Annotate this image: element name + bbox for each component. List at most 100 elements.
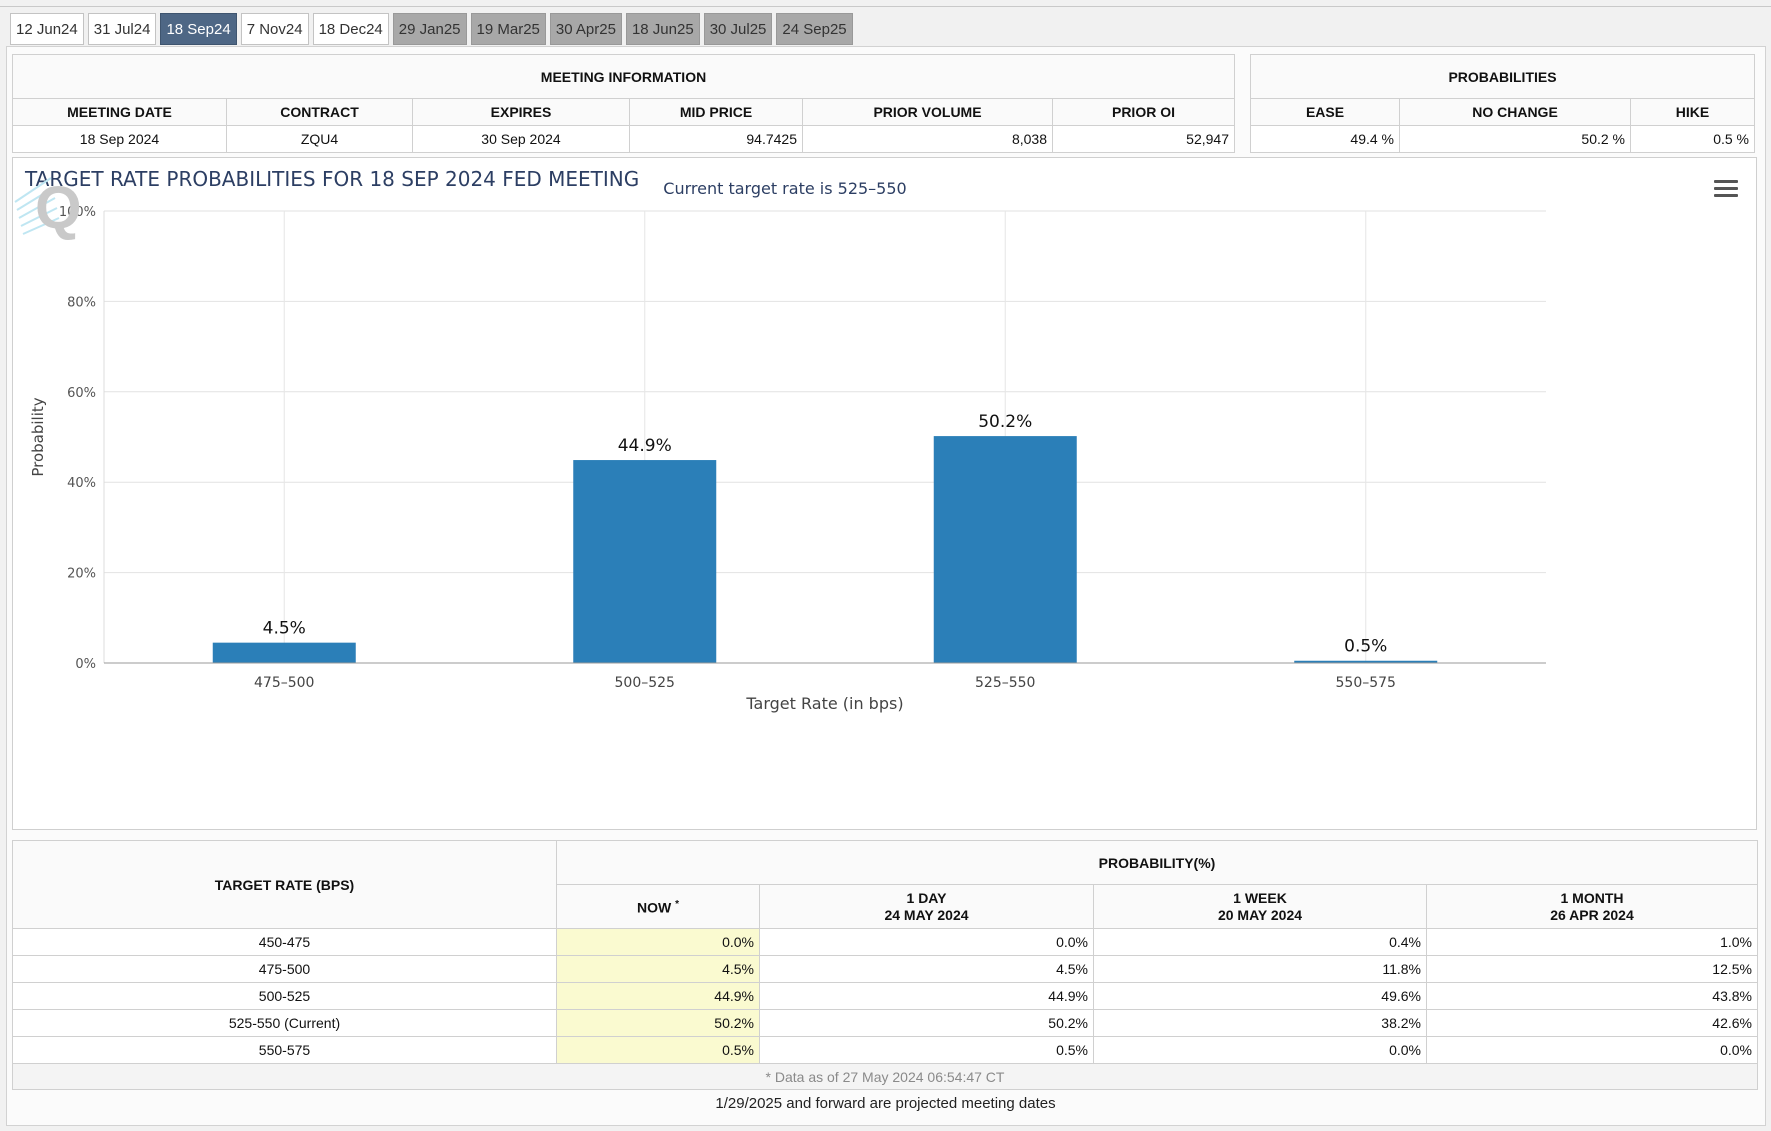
y-tick-label: 20% [67,567,96,582]
one-month-cell: 0.0% [1426,1036,1758,1064]
now-cell: 0.0% [556,928,760,956]
header-probability: PROBABILITY(%) [556,840,1758,885]
rate-cell: 475-500 [12,955,557,983]
header-prior-oi: PRIOR OI [1052,98,1235,126]
x-axis-title: Target Rate (in bps) [745,694,903,713]
rate-cell: 550-575 [12,1036,557,1064]
table-row: 450-475 0.0% 0.0% 0.4% 1.0% [12,928,1758,956]
data-timestamp-note: * Data as of 27 May 2024 06:54:47 CT [12,1063,1758,1090]
svg-text:Q: Q [35,174,82,241]
top-border [0,6,1771,7]
header-contract: CONTRACT [226,98,413,126]
ease-value: 49.4 % [1250,125,1400,153]
y-tick-label: 80% [67,295,96,310]
one-month-cell: 43.8% [1426,982,1758,1010]
y-tick-label: 100% [59,205,96,220]
one-day-cell: 50.2% [759,1009,1094,1037]
header-prior-volume: PRIOR VOLUME [802,98,1053,126]
now-cell: 4.5% [556,955,760,983]
one-week-cell: 0.0% [1093,1036,1427,1064]
y-tick-label: 40% [67,476,96,491]
header-expires: EXPIRES [412,98,630,126]
contract-value: ZQU4 [226,125,413,153]
target-rate-table: TARGET RATE (BPS) PROBABILITY(%) NOW * 1… [12,840,1758,1090]
tab-meeting[interactable]: 7 Nov24 [240,13,309,45]
y-tick-label: 0% [75,657,96,672]
y-tick-label: 60% [67,386,96,401]
header-meeting-date: MEETING DATE [12,98,227,126]
quikstrike-logo-icon: Q [14,174,82,241]
header-no-change: NO CHANGE [1399,98,1631,126]
one-month-cell: 12.5% [1426,955,1758,983]
header-hike: HIKE [1630,98,1755,126]
one-week-cell: 38.2% [1093,1009,1427,1037]
expires-value: 30 Sep 2024 [412,125,630,153]
prior-volume-value: 8,038 [802,125,1053,153]
tab-meeting[interactable]: 31 Jul24 [87,13,157,45]
meeting-tabs: 12 Jun24 31 Jul24 18 Sep24 7 Nov24 18 Dec24 2… [10,13,853,45]
no-change-value: 50.2 % [1399,125,1631,153]
one-day-cell: 44.9% [759,982,1094,1010]
table-row: 550-575 0.5% 0.5% 0.0% 0.0% [12,1036,1758,1064]
rate-cell: 450-475 [12,928,557,956]
now-cell: 44.9% [556,982,760,1010]
one-month-cell: 1.0% [1426,928,1758,956]
tab-meeting[interactable]: 18 Sep24 [160,13,237,45]
one-month-cell: 42.6% [1426,1009,1758,1037]
header-1-day: 1 DAY 24 MAY 2024 [759,884,1094,929]
probabilities-table: PROBABILITIES EASE NO CHANGE HIKE 49.4 %… [1250,54,1755,153]
tab-meeting[interactable]: 18 Dec24 [312,13,389,45]
one-week-cell: 11.8% [1093,955,1427,983]
bar [212,642,356,663]
table-row: 475-500 4.5% 4.5% 11.8% 12.5% [12,955,1758,983]
target-rate-chart: TARGET RATE PROBABILITIES FOR 18 SEP 202… [12,157,1757,830]
projected-dates-footer: 1/29/2025 and forward are projected meet… [715,1095,1056,1112]
tab-meeting[interactable]: 29 Jan25 [392,13,467,45]
bar [573,460,717,663]
tab-meeting[interactable]: 30 Apr25 [549,13,622,45]
header-1-week: 1 WEEK 20 MAY 2024 [1093,884,1427,929]
chart-subtitle: Current target rate is 525–550 [663,179,906,198]
now-cell: 50.2% [556,1009,760,1037]
table-row: 500-525 44.9% 44.9% 49.6% 43.8% [12,982,1758,1010]
meeting-date-value: 18 Sep 2024 [12,125,227,153]
bar [933,436,1077,663]
header-now: NOW * [556,884,760,929]
header-ease: EASE [1250,98,1400,126]
hike-value: 0.5 % [1630,125,1755,153]
one-day-cell: 4.5% [759,955,1094,983]
rate-cell: 525-550 (Current) [12,1009,557,1037]
bar [1294,660,1438,663]
header-mid-price: MID PRICE [629,98,803,126]
tab-meeting[interactable]: 12 Jun24 [10,13,84,45]
tab-meeting[interactable]: 18 Jun25 [625,13,700,45]
tab-meeting[interactable]: 19 Mar25 [470,13,546,45]
chart-menu-icon[interactable] [1714,180,1738,200]
chart-title: TARGET RATE PROBABILITIES FOR 18 SEP 202… [24,167,639,191]
data-label: 0.5% [1344,637,1387,657]
rate-cell: 500-525 [12,982,557,1010]
chart-svg: TARGET RATE PROBABILITIES FOR 18 SEP 202… [24,167,1546,713]
tab-meeting[interactable]: 24 Sep25 [776,13,853,45]
x-tick-label: 475–500 [254,675,314,691]
data-label: 44.9% [618,436,672,456]
x-tick-label: 550–575 [1336,675,1396,691]
meeting-info-title: MEETING INFORMATION [12,54,1235,99]
prior-oi-value: 52,947 [1052,125,1235,153]
one-day-cell: 0.5% [759,1036,1094,1064]
one-day-cell: 0.0% [759,928,1094,956]
meeting-info-table: MEETING INFORMATION MEETING DATE CONTRAC… [12,54,1235,153]
data-label: 50.2% [978,412,1032,432]
one-week-cell: 0.4% [1093,928,1427,956]
one-week-cell: 49.6% [1093,982,1427,1010]
y-axis-title: Probability [29,397,47,476]
mid-price-value: 94.7425 [629,125,803,153]
x-tick-label: 525–550 [975,675,1035,691]
header-1-month: 1 MONTH 26 APR 2024 [1426,884,1758,929]
x-tick-label: 500–525 [615,675,675,691]
table-row: 525-550 (Current) 50.2% 50.2% 38.2% 42.6% [12,1009,1758,1037]
tab-meeting[interactable]: 30 Jul25 [703,13,773,45]
now-cell: 0.5% [556,1036,760,1064]
header-target-rate: TARGET RATE (BPS) [12,840,557,929]
data-label: 4.5% [263,619,306,639]
